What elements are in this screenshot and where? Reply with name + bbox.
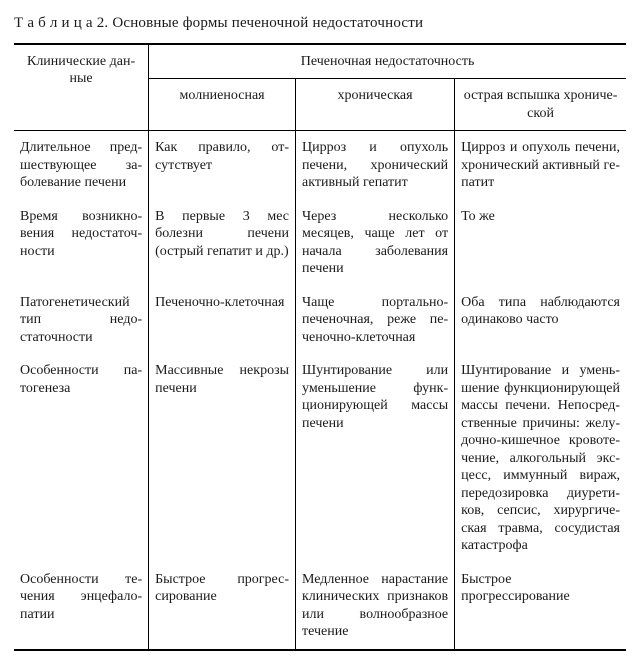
- cell: В первые 3 мес болезни печени (острый ге…: [149, 200, 296, 286]
- caption-title: Основные формы печеночной недостаточност…: [112, 15, 423, 31]
- cell: Шунтирование или уменьшение функ­циониру…: [296, 354, 455, 563]
- cell: Медленное нара­стание клиниче­ских призн…: [296, 563, 455, 650]
- table-row: Патогенетиче­ский тип недо­статочности П…: [14, 286, 626, 355]
- cell: Как правило, от­сутствует: [149, 131, 296, 200]
- cell-stub: Время возникно­вения недостаточ­ности: [14, 200, 149, 286]
- cell-stub: Длительное пред­шествующее за­болевание …: [14, 131, 149, 200]
- cell-stub: Особенности те­чения энцефало­патии: [14, 563, 149, 650]
- liver-failure-table: Клинические дан­ные Печеночная недостато…: [14, 43, 626, 651]
- stub-header: Клинические дан­ные: [14, 44, 149, 131]
- cell: Печеночно-кле­точная: [149, 286, 296, 355]
- subheader-3: острая вспышка хрониче­ской: [455, 79, 626, 131]
- table-row: Длительное пред­шествующее за­болевание …: [14, 131, 626, 200]
- cell: Оба типа наблюдаются одинаково часто: [455, 286, 626, 355]
- table-row: Особенности па­тогенеза Массивные не­кро…: [14, 354, 626, 563]
- cell: Цирроз и опухоль печени, хрониче­ский ак…: [296, 131, 455, 200]
- table-row: Особенности те­чения энцефало­патии Быст…: [14, 563, 626, 650]
- cell-stub: Особенности па­тогенеза: [14, 354, 149, 563]
- cell: Шунтирование и умень­шение функционирующ…: [455, 354, 626, 563]
- cell: Через несколько месяцев, чаще лет от нач…: [296, 200, 455, 286]
- group-header: Печеночная недостаточность: [149, 44, 626, 79]
- cell: Цирроз и опухоль печени, хронический акт…: [455, 131, 626, 200]
- cell-stub: Патогенетиче­ский тип недо­статочности: [14, 286, 149, 355]
- cell: Массивные не­крозы печени: [149, 354, 296, 563]
- table-row: Время возникно­вения недостаточ­ности В …: [14, 200, 626, 286]
- subheader-1: молниеносная: [149, 79, 296, 131]
- cell: То же: [455, 200, 626, 286]
- cell: Быстрое прогрес­сирование: [149, 563, 296, 650]
- table-caption: Т а б л и ц а 2. Основные формы печеночн…: [14, 14, 626, 33]
- subheader-2: хроническая: [296, 79, 455, 131]
- caption-label: Т а б л и ц а 2.: [14, 15, 108, 31]
- cell: Чаще портально-печеночная, реже пе­ченоч…: [296, 286, 455, 355]
- table-head: Клинические дан­ные Печеночная недостато…: [14, 44, 626, 131]
- table-body: Длительное пред­шествующее за­болевание …: [14, 131, 626, 650]
- cell: Быстрое прогрессирование: [455, 563, 626, 650]
